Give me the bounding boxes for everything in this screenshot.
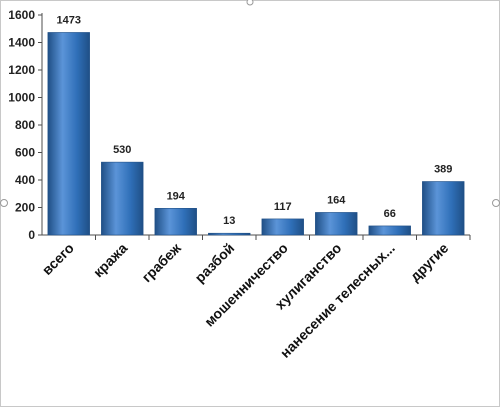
bar [101,161,144,236]
resize-handle-left[interactable] [0,199,8,207]
x-tick-label: грабеж [138,239,184,285]
y-tick-label: 200 [15,201,35,215]
x-tick-label: всего [39,240,77,278]
bar [261,218,304,236]
x-tick-label: разбой [191,240,237,286]
bar [154,208,197,236]
data-label: 194 [167,190,186,202]
x-tick-label: другие [407,240,452,285]
bar [368,225,411,236]
y-tick-label: 0 [28,228,35,242]
plot-area: 0 200 400 600 800 1000 1200 1400 1600 1473 всего 53… [8,8,471,361]
data-label: 66 [384,208,396,220]
y-tick-label: 400 [15,173,35,187]
y-tick-label: 600 [15,146,35,160]
data-label: 530 [113,144,131,156]
y-tick-label: 1400 [8,36,35,50]
bar [315,212,358,236]
data-label: 389 [434,164,452,176]
bar [422,181,465,236]
data-label: 1473 [57,14,81,26]
bar [208,232,251,236]
data-label: 117 [274,201,292,213]
resize-handle-right[interactable] [492,199,500,207]
resize-handle-top[interactable] [246,0,254,6]
data-label: 164 [327,194,346,206]
y-tick-label: 1200 [8,63,35,77]
x-tick-label: кража [90,240,131,281]
y-tick-label: 1000 [8,91,35,105]
y-tick-label: 1600 [8,8,35,22]
bar [47,32,90,236]
y-tick-label: 800 [15,118,35,132]
data-label: 13 [223,215,235,227]
